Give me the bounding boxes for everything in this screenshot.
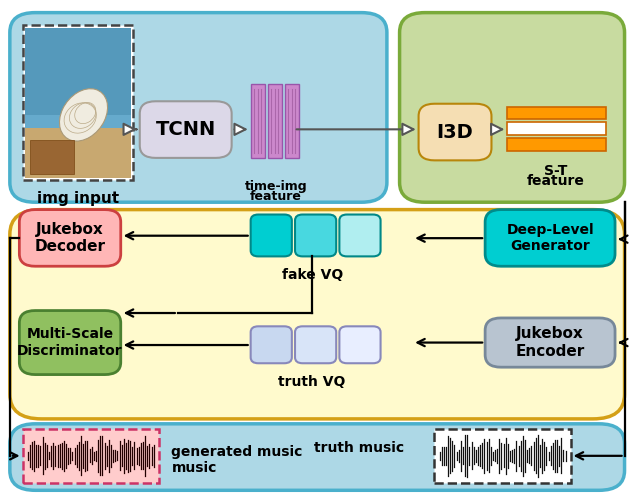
- Ellipse shape: [60, 89, 108, 141]
- FancyBboxPatch shape: [140, 101, 232, 158]
- FancyBboxPatch shape: [30, 140, 74, 174]
- FancyBboxPatch shape: [10, 210, 625, 419]
- Text: feature: feature: [250, 190, 302, 203]
- FancyBboxPatch shape: [22, 25, 133, 180]
- Text: time-img: time-img: [244, 180, 307, 193]
- FancyBboxPatch shape: [399, 12, 625, 202]
- FancyBboxPatch shape: [419, 104, 492, 160]
- Text: S-T: S-T: [545, 164, 568, 178]
- FancyBboxPatch shape: [19, 311, 121, 374]
- Text: truth VQ: truth VQ: [278, 375, 346, 389]
- Text: Multi-Scale
Discriminator: Multi-Scale Discriminator: [17, 328, 123, 358]
- FancyBboxPatch shape: [485, 318, 615, 367]
- FancyBboxPatch shape: [25, 115, 131, 133]
- Text: feature: feature: [527, 174, 585, 188]
- FancyBboxPatch shape: [251, 215, 292, 256]
- FancyBboxPatch shape: [485, 210, 615, 266]
- Text: music: music: [172, 461, 217, 475]
- Text: img input: img input: [36, 191, 118, 206]
- FancyBboxPatch shape: [435, 429, 571, 483]
- FancyBboxPatch shape: [339, 326, 381, 363]
- FancyBboxPatch shape: [285, 84, 299, 158]
- FancyBboxPatch shape: [251, 84, 264, 158]
- FancyBboxPatch shape: [268, 84, 282, 158]
- Text: Jukebox
Decoder: Jukebox Decoder: [35, 222, 106, 254]
- FancyBboxPatch shape: [508, 138, 605, 150]
- FancyBboxPatch shape: [25, 28, 131, 121]
- FancyBboxPatch shape: [508, 107, 605, 119]
- FancyBboxPatch shape: [339, 215, 381, 256]
- FancyBboxPatch shape: [22, 429, 159, 483]
- Text: truth music: truth music: [314, 441, 404, 456]
- FancyBboxPatch shape: [295, 215, 336, 256]
- FancyBboxPatch shape: [508, 123, 605, 135]
- Text: TCNN: TCNN: [156, 120, 216, 139]
- Text: generated music: generated music: [172, 445, 303, 459]
- Text: fake VQ: fake VQ: [282, 268, 343, 282]
- FancyBboxPatch shape: [19, 210, 121, 266]
- Text: Jukebox
Encoder: Jukebox Encoder: [515, 326, 585, 359]
- FancyBboxPatch shape: [251, 326, 292, 363]
- Text: Deep-Level
Generator: Deep-Level Generator: [506, 223, 594, 253]
- FancyBboxPatch shape: [25, 128, 131, 178]
- FancyBboxPatch shape: [295, 326, 336, 363]
- FancyBboxPatch shape: [10, 424, 625, 491]
- FancyBboxPatch shape: [10, 12, 387, 202]
- Text: I3D: I3D: [436, 123, 474, 141]
